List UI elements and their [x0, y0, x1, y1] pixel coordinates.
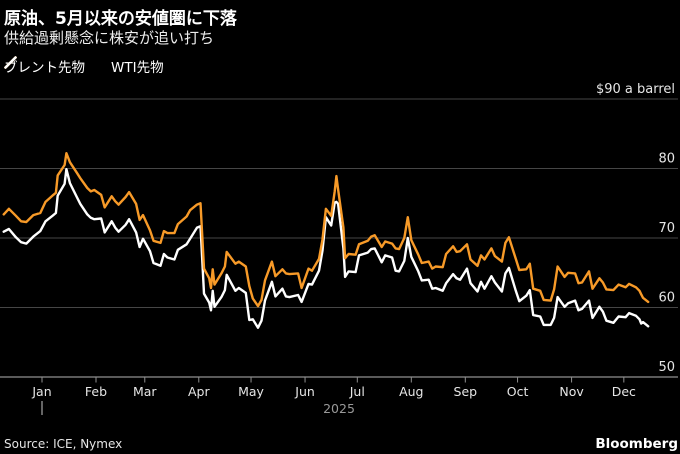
chart-title: 原油、5月以来の安値圏に下落 [4, 9, 237, 29]
x-tick-label-dec: Dec [612, 384, 636, 399]
legend-item-wti: WTI先物 [4, 56, 164, 76]
x-tick-label-may: May [238, 384, 264, 399]
x-tick-label-jul: Jul [349, 384, 365, 399]
legend-label-wti: WTI先物 [111, 60, 164, 76]
chart-subtitle: 供給過剰懸念に株安が追い打ち [4, 29, 215, 47]
source-note: Source: ICE, Nymex [4, 437, 123, 451]
bloomberg-logo: Bloomberg [595, 436, 678, 452]
wti-slash-icon [4, 56, 17, 69]
series-line-wti [2, 167, 650, 329]
legend-label-brent: ブレント先物 [4, 60, 85, 76]
y-tick-label-90: $90 a barrel [596, 82, 675, 97]
year-label: 2025 [323, 401, 355, 416]
x-tick-label-nov: Nov [559, 384, 584, 399]
chart-legend: ブレント先物 WTI先物 [4, 56, 164, 76]
y-tick-label-70: 70 [658, 221, 675, 236]
y-tick-label-60: 60 [658, 291, 675, 306]
x-tick-label-feb: Feb [85, 384, 107, 399]
series-line-brent [2, 151, 650, 308]
y-tick-label-80: 80 [658, 152, 675, 167]
x-tick-label-mar: Mar [133, 384, 157, 399]
x-tick-label-jan: Jan [31, 384, 51, 399]
x-tick-label-aug: Aug [399, 384, 423, 399]
x-tick-label-sep: Sep [454, 384, 478, 399]
x-tick-label-jun: Jun [294, 384, 315, 399]
y-tick-label-50: 50 [658, 360, 675, 375]
x-tick-label-apr: Apr [188, 384, 210, 399]
x-tick-label-oct: Oct [507, 384, 529, 399]
